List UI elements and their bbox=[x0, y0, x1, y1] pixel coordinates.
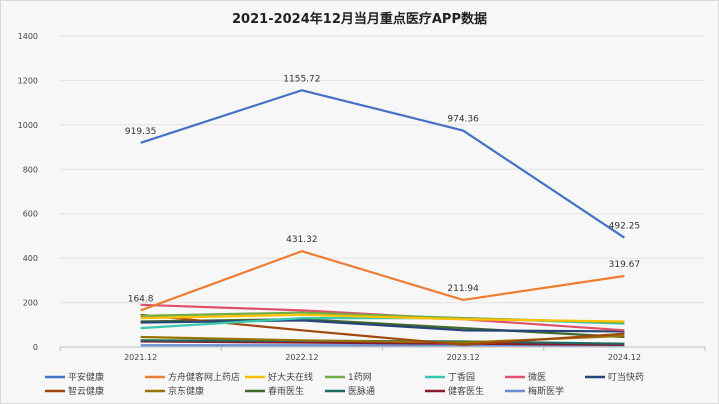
data-label: 492.25 bbox=[609, 222, 641, 232]
legend-label: 微医 bbox=[528, 371, 546, 383]
legend-label: 好大夫在线 bbox=[268, 371, 313, 383]
data-label: 164.8 bbox=[128, 294, 154, 304]
legend-label: 叮当快药 bbox=[608, 371, 644, 383]
data-label: 1155.72 bbox=[283, 74, 320, 84]
chart-title: 2021-2024年12月当月重点医疗APP数据 bbox=[232, 12, 487, 27]
legend-label: 健客医生 bbox=[448, 385, 484, 397]
legend-label: 京东健康 bbox=[168, 385, 204, 397]
series-line-方舟健客网上药店 bbox=[140, 250, 625, 312]
x-tick-label: 2022.12 bbox=[285, 353, 318, 362]
y-tick-label: 1000 bbox=[18, 121, 38, 130]
y-tick-label: 1200 bbox=[18, 76, 38, 85]
legend-label: 1药网 bbox=[348, 372, 372, 383]
series-line-健客医生 bbox=[140, 340, 625, 346]
legend-label: 春雨医生 bbox=[268, 385, 304, 397]
legend-label: 丁香园 bbox=[448, 372, 475, 383]
legend-label: 梅斯医学 bbox=[528, 385, 564, 397]
y-tick-label: 600 bbox=[23, 210, 38, 219]
series-line-好大夫在线 bbox=[140, 313, 625, 323]
x-tick-label: 2023.12 bbox=[447, 353, 480, 362]
series-line-叮当快药 bbox=[140, 319, 625, 333]
legend-label: 方舟健客网上药店 bbox=[168, 371, 240, 383]
x-tick-label: 2024.12 bbox=[608, 353, 641, 362]
data-label: 211.94 bbox=[447, 284, 479, 294]
data-label: 974.36 bbox=[447, 115, 479, 125]
y-tick-label: 200 bbox=[23, 299, 38, 308]
data-label: 431.32 bbox=[286, 235, 318, 245]
series-line-春雨医生 bbox=[140, 318, 625, 339]
legend-label: 平安健康 bbox=[68, 371, 104, 383]
x-tick-label: 2021.12 bbox=[124, 353, 157, 362]
legend-label: 智云健康 bbox=[68, 385, 104, 397]
series-line-平安健康 bbox=[140, 89, 625, 239]
data-label: 319.67 bbox=[609, 260, 641, 270]
y-tick-label: 400 bbox=[23, 254, 38, 263]
y-tick-label: 1400 bbox=[18, 32, 38, 41]
legend-label: 医脉通 bbox=[348, 385, 375, 397]
data-label: 919.35 bbox=[125, 127, 157, 137]
y-tick-label: 0 bbox=[33, 343, 38, 352]
y-tick-label: 800 bbox=[23, 165, 38, 174]
